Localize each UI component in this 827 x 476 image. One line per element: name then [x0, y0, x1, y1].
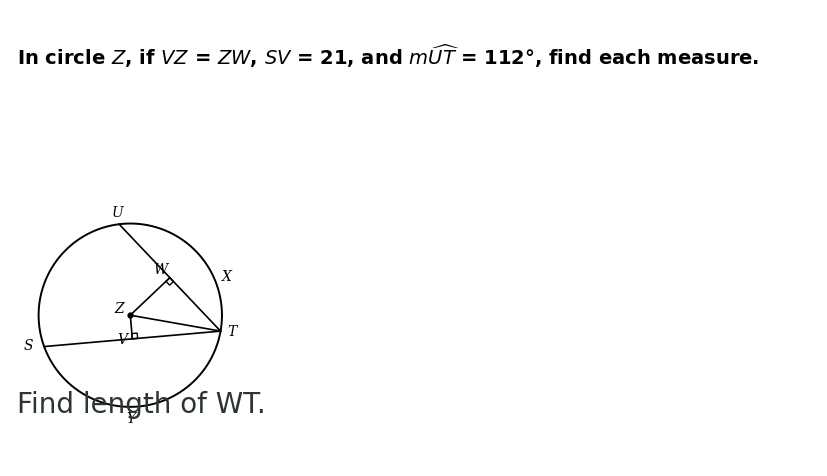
- Text: X: X: [222, 270, 232, 284]
- Text: V: V: [117, 333, 127, 347]
- Text: Y: Y: [127, 412, 136, 426]
- Text: W: W: [153, 263, 167, 277]
- Text: Find length of WT.: Find length of WT.: [17, 391, 265, 419]
- Text: T: T: [227, 325, 237, 339]
- Text: In circle $Z$, if $VZ$ = $ZW$, $SV$ = 21, and $m\widehat{UT}$ = 112°, find each : In circle $Z$, if $VZ$ = $ZW$, $SV$ = 21…: [17, 43, 758, 70]
- Text: U: U: [111, 206, 123, 219]
- Text: S: S: [24, 338, 33, 353]
- Text: Z: Z: [114, 302, 123, 317]
